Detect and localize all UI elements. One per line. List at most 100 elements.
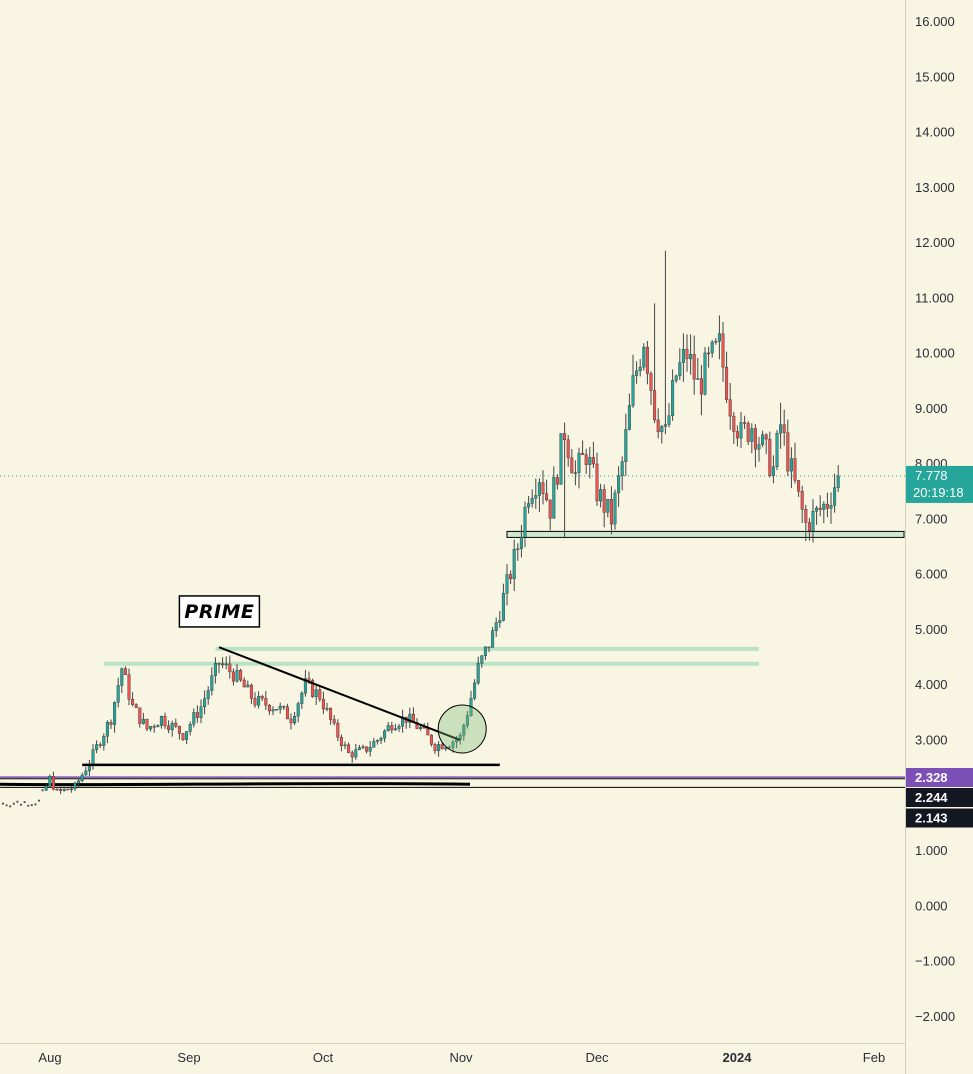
price-tick-label: 10.000 [915,346,955,361]
time-tick-label: Sep [177,1050,200,1065]
candle-body [656,419,660,433]
candle-body [815,507,819,512]
candle-body [44,785,48,791]
candle-body [321,698,325,710]
candle-body [444,747,448,750]
price-tick-label: 5.000 [915,622,948,637]
candle-body [246,684,250,688]
candle-body [156,725,160,728]
level-badge-label: 2.328 [915,770,948,785]
candle-body [696,378,700,380]
time-tick-label: Oct [313,1050,334,1065]
candle-body [325,708,329,710]
time-tick-label: Nov [449,1050,473,1065]
price-badges: 7.778 20:19:18 2.328 2.244 2.143 [906,465,973,828]
candle-body [159,716,163,726]
candle-body [638,366,642,372]
candle-body [480,655,484,664]
candle-body [761,434,765,445]
candle-body [563,433,567,441]
candle-body [667,415,671,425]
candle-body [707,352,711,355]
candle-dot [37,799,41,802]
candle-body [105,721,109,737]
candle-body [354,749,358,758]
candle-body [311,680,315,697]
candle-body [271,709,275,712]
candle-body [771,466,775,476]
candle-body [120,668,124,686]
candle-body [69,788,73,791]
candle-body [494,622,498,631]
candle-body [361,746,365,748]
candle-body [167,725,171,731]
candle-body [519,536,523,549]
candle-body [347,744,351,753]
candle-body [663,424,667,427]
candle-body [811,511,815,531]
candle-body [491,630,495,648]
candle-body [552,477,556,519]
drawings [82,646,500,767]
candle-body [336,722,340,738]
candle-body [725,366,729,400]
candle-body [743,422,747,424]
candle-body [779,424,783,434]
candle-body [613,492,617,525]
candle-body [55,789,59,791]
candle-body [555,477,559,485]
candle-body [185,731,189,740]
candle-body [145,718,149,730]
candle-dot [16,800,19,803]
candle-body [393,728,397,731]
time-axis[interactable]: Aug Sep Oct Nov Dec 2024 Feb [38,1050,885,1065]
candle-body [48,776,52,787]
candle-body [548,499,552,519]
candle-body [509,574,513,580]
candle-body [768,438,772,476]
price-tick-label: 6.000 [915,567,948,582]
candle-body [627,405,631,430]
candle-body [429,734,433,745]
candle-body [188,724,192,732]
candle-body [332,719,336,724]
candle-body [527,503,531,508]
candle-body [710,341,714,354]
annotation-label[interactable]: PRIME [178,595,261,628]
candle-body [530,497,534,504]
candle-body [599,489,603,502]
candle-body [383,730,387,739]
candle-body [307,678,311,681]
candle-body [750,428,754,442]
candle-body [206,690,210,699]
candle-body [836,475,840,488]
candle-body [545,493,549,501]
candle-body [285,706,289,720]
candle-dot [9,805,12,808]
price-tick-label: 3.000 [915,733,948,748]
time-tick-label: Dec [585,1050,609,1065]
candle-body [368,747,372,752]
candle-body [789,458,793,472]
moving-average-line [0,782,471,787]
candle-body [825,503,829,509]
candle-body [757,444,761,450]
candle-body [131,699,135,705]
candle-body [386,725,390,732]
candle-body [606,499,610,513]
candle-body [440,744,444,750]
trendline [218,646,461,741]
candle-body [465,715,469,726]
candle-body [80,774,84,782]
candle-body [624,429,628,462]
candle-body [343,744,347,747]
current-price-badge [906,465,973,503]
price-tick-label: 1.000 [915,843,948,858]
candle-body [127,674,131,700]
candle-body [753,428,757,450]
candle-body [728,399,732,417]
candle-body [329,708,333,720]
price-axis-background [906,0,973,1044]
price-tick-label: 0.000 [915,898,948,913]
